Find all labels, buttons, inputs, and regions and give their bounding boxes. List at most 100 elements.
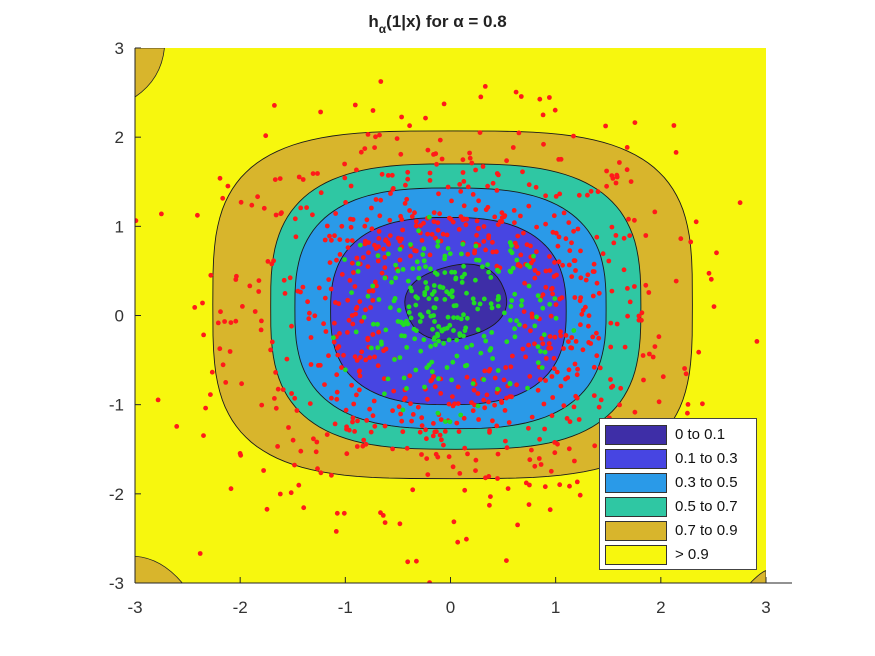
red-point bbox=[529, 447, 534, 453]
red-point bbox=[298, 205, 304, 211]
y-tick-label: 1 bbox=[115, 217, 124, 236]
red-point bbox=[461, 415, 467, 421]
red-point bbox=[481, 239, 487, 244]
red-point bbox=[490, 249, 496, 255]
green-point bbox=[458, 412, 464, 418]
legend-swatch bbox=[605, 545, 667, 565]
red-point bbox=[467, 155, 473, 161]
green-point bbox=[428, 313, 434, 319]
red-point bbox=[543, 268, 549, 274]
green-point bbox=[481, 377, 487, 383]
red-point bbox=[656, 399, 662, 405]
red-point bbox=[492, 375, 498, 381]
red-point bbox=[252, 309, 258, 314]
green-point bbox=[445, 314, 451, 320]
red-point bbox=[673, 278, 679, 284]
red-point bbox=[515, 262, 521, 268]
red-point bbox=[201, 433, 206, 438]
green-point bbox=[436, 376, 441, 382]
red-point bbox=[398, 607, 403, 612]
red-point bbox=[552, 107, 558, 113]
green-point bbox=[397, 246, 403, 252]
red-point bbox=[639, 317, 644, 323]
green-point bbox=[408, 315, 414, 321]
red-point bbox=[656, 334, 662, 340]
green-point bbox=[517, 322, 522, 328]
red-point bbox=[465, 184, 471, 190]
region-level-1 bbox=[404, 263, 508, 341]
red-point bbox=[700, 401, 705, 407]
red-point bbox=[575, 226, 581, 232]
red-point bbox=[318, 470, 324, 476]
red-point bbox=[543, 378, 548, 383]
red-point bbox=[552, 334, 558, 340]
red-point bbox=[391, 388, 397, 394]
red-point bbox=[281, 277, 287, 283]
axes: -3 -2 -1 0 1 2 3 -3 -2 -1 0 1 2 3 bbox=[109, 39, 792, 617]
red-point bbox=[334, 631, 339, 636]
green-point bbox=[398, 319, 404, 325]
red-point bbox=[273, 405, 279, 411]
red-point bbox=[419, 452, 424, 457]
y-tick-label: 3 bbox=[115, 39, 124, 58]
red-point bbox=[503, 365, 509, 370]
red-point bbox=[345, 330, 350, 335]
red-point bbox=[585, 272, 591, 278]
green-point bbox=[413, 302, 419, 308]
red-point bbox=[632, 217, 637, 223]
red-point bbox=[413, 219, 419, 224]
red-point bbox=[473, 468, 478, 473]
red-point bbox=[341, 510, 347, 516]
green-point bbox=[404, 345, 410, 350]
red-point bbox=[322, 295, 328, 301]
red-point bbox=[275, 386, 281, 392]
red-point bbox=[286, 425, 291, 430]
red-point bbox=[354, 167, 359, 173]
red-point bbox=[494, 390, 500, 395]
green-point bbox=[436, 324, 441, 329]
green-point bbox=[552, 296, 558, 301]
red-point bbox=[359, 349, 365, 355]
red-point bbox=[474, 232, 479, 238]
red-point bbox=[576, 192, 582, 198]
x-tick-label: 0 bbox=[446, 598, 455, 617]
red-point bbox=[322, 237, 328, 243]
red-point bbox=[455, 384, 461, 390]
red-point bbox=[456, 227, 462, 232]
red-point bbox=[547, 95, 552, 100]
red-point bbox=[201, 332, 207, 338]
red-point bbox=[290, 437, 296, 443]
green-point bbox=[420, 252, 426, 257]
red-point bbox=[557, 296, 563, 302]
red-point bbox=[586, 323, 591, 329]
red-point bbox=[344, 451, 350, 457]
red-point bbox=[347, 278, 353, 283]
red-point bbox=[572, 361, 578, 367]
red-point bbox=[604, 168, 609, 174]
red-point bbox=[312, 313, 318, 319]
red-point bbox=[277, 176, 283, 182]
red-point bbox=[357, 299, 363, 304]
red-point bbox=[526, 342, 531, 348]
red-point bbox=[247, 283, 253, 289]
red-point bbox=[535, 387, 541, 393]
green-point bbox=[451, 303, 457, 309]
green-point bbox=[388, 305, 393, 311]
red-point bbox=[467, 150, 472, 156]
red-point bbox=[708, 276, 714, 282]
red-point bbox=[311, 436, 316, 442]
red-point bbox=[313, 449, 319, 455]
red-point bbox=[450, 394, 455, 399]
red-point bbox=[543, 284, 549, 290]
red-point bbox=[328, 286, 334, 292]
green-point bbox=[525, 385, 530, 391]
green-point bbox=[355, 269, 361, 274]
green-point bbox=[393, 262, 398, 268]
red-point bbox=[268, 347, 273, 353]
red-point bbox=[365, 264, 371, 269]
red-point bbox=[549, 286, 554, 292]
red-point bbox=[561, 403, 567, 408]
red-point bbox=[372, 354, 377, 360]
red-point bbox=[455, 401, 461, 406]
red-point bbox=[567, 419, 573, 425]
